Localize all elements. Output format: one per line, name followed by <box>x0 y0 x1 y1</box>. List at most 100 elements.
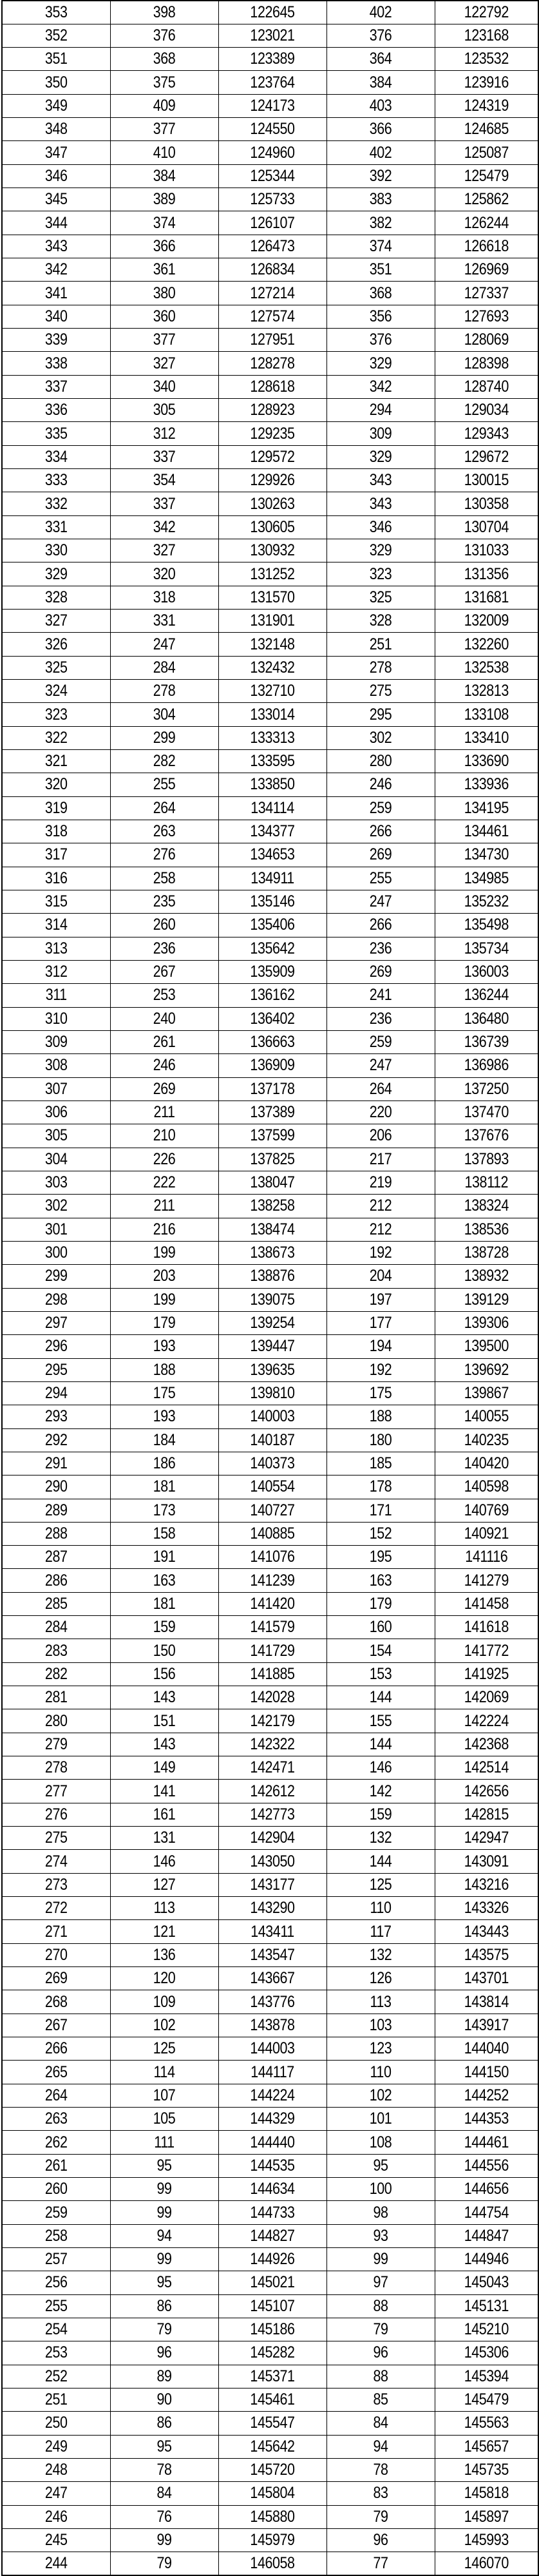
table-cell-count_b: 144 <box>334 1732 428 1757</box>
table-cell-count_a: 282 <box>117 749 211 774</box>
table-cell-count_a: 95 <box>117 2153 211 2178</box>
table-cell-count_a: 163 <box>117 1568 211 1593</box>
table-cell-cumulative_b: 142069 <box>441 1686 532 1710</box>
table-cell-cumulative_b: 126244 <box>441 211 532 235</box>
table-cell-count_a: 141 <box>117 1779 211 1803</box>
table-cell-count_b: 342 <box>334 374 428 399</box>
table-cell-cumulative_b: 123916 <box>441 70 532 95</box>
table-cell-count_a: 114 <box>117 2060 211 2084</box>
table-cell-score: 277 <box>8 1779 103 1803</box>
table-cell-count_b: 236 <box>334 1006 428 1031</box>
table-cell-cumulative_a: 142028 <box>225 1686 319 1710</box>
table-cell-cumulative_a: 145979 <box>225 2528 319 2553</box>
table-cell-cumulative_a: 141420 <box>225 1591 319 1617</box>
table-cell-count_b: 266 <box>334 913 428 937</box>
table-cell-cumulative_b: 142815 <box>441 1802 532 1827</box>
table-cell-count_b: 219 <box>334 1170 428 1195</box>
table-cell-count_b: 96 <box>334 2528 428 2553</box>
table-cell-cumulative_b: 136480 <box>441 1006 532 1031</box>
table-cell-count_b: 177 <box>334 1311 428 1336</box>
table-row: 343 366 126473 374 126618 <box>2 234 538 259</box>
table-cell-cumulative_a: 145880 <box>225 2504 319 2529</box>
table-cell-score: 267 <box>8 2013 103 2038</box>
table-cell-count_b: 194 <box>334 1334 428 1359</box>
table-cell-score: 255 <box>8 2294 103 2318</box>
table-row: 247 84 145804 83 145818 <box>2 2481 538 2506</box>
table-row: 294 175 139810 175 139867 <box>2 1381 538 1406</box>
table-cell-cumulative_a: 141729 <box>225 1639 319 1663</box>
table-cell-count_a: 86 <box>117 2411 211 2436</box>
table-row: 309 261 136663 259 136739 <box>2 1030 538 1055</box>
table-cell-cumulative_b: 146070 <box>441 2552 532 2576</box>
table-cell-cumulative_a: 145461 <box>225 2387 319 2412</box>
table-cell-count_b: 77 <box>334 2552 428 2576</box>
table-cell-count_b: 98 <box>334 2200 428 2225</box>
table-cell-cumulative_b: 145210 <box>441 2317 532 2342</box>
table-cell-cumulative_a: 140003 <box>225 1405 319 1429</box>
table-cell-score: 328 <box>8 585 103 610</box>
table-cell-score: 334 <box>8 445 103 470</box>
table-cell-count_b: 236 <box>334 936 428 961</box>
table-cell-cumulative_b: 125479 <box>441 164 532 189</box>
table-row: 300 199 138673 192 138728 <box>2 1240 538 1265</box>
table-cell-score: 315 <box>8 889 103 914</box>
table-cell-count_b: 376 <box>334 23 428 48</box>
table-cell-count_a: 193 <box>117 1405 211 1429</box>
table-cell-cumulative_a: 126834 <box>225 258 319 282</box>
table-row: 305 210 137599 206 137676 <box>2 1124 538 1148</box>
table-cell-cumulative_a: 137178 <box>225 1077 319 1101</box>
table-cell-count_b: 217 <box>334 1147 428 1171</box>
table-row: 276 161 142773 159 142815 <box>2 1802 538 1827</box>
table-cell-count_b: 383 <box>334 187 428 212</box>
table-cell-score: 300 <box>8 1240 103 1265</box>
table-cell-score: 247 <box>8 2481 103 2506</box>
table-cell-count_a: 173 <box>117 1498 211 1523</box>
table-cell-count_b: 171 <box>334 1498 428 1523</box>
table-cell-score: 263 <box>8 2107 103 2131</box>
table-row: 330 327 130932 329 131033 <box>2 539 538 563</box>
table-row: 261 95 144535 95 144556 <box>2 2153 538 2178</box>
table-row: 335 312 129235 309 129343 <box>2 421 538 446</box>
table-cell-count_a: 84 <box>117 2481 211 2506</box>
table-cell-score: 340 <box>8 304 103 329</box>
table-cell-count_b: 329 <box>334 351 428 376</box>
table-cell-count_b: 351 <box>334 258 428 282</box>
table-row: 353 398 122645 402 122792 <box>2 0 538 24</box>
table-cell-count_b: 275 <box>334 679 428 704</box>
table-row: 244 79 146058 77 146070 <box>2 2552 538 2576</box>
table-row: 288 158 140885 152 140921 <box>2 1521 538 1546</box>
table-cell-count_a: 327 <box>117 539 211 563</box>
table-row: 273 127 143177 125 143216 <box>2 1872 538 1898</box>
table-row: 311 253 136162 241 136244 <box>2 983 538 1008</box>
table-cell-cumulative_b: 141925 <box>441 1662 532 1687</box>
table-cell-score: 244 <box>8 2552 103 2576</box>
table-cell-count_a: 216 <box>117 1217 211 1242</box>
table-cell-count_a: 342 <box>117 515 211 540</box>
table-cell-count_a: 340 <box>117 374 211 399</box>
table-cell-cumulative_a: 130263 <box>225 492 319 516</box>
table-cell-score: 246 <box>8 2504 103 2529</box>
table-cell-cumulative_b: 135498 <box>441 913 532 937</box>
table-cell-cumulative_b: 132813 <box>441 679 532 704</box>
table-cell-cumulative_b: 134985 <box>441 866 532 890</box>
table-cell-cumulative_a: 131901 <box>225 609 319 633</box>
table-cell-cumulative_a: 129235 <box>225 421 319 446</box>
table-cell-cumulative_b: 140598 <box>441 1475 532 1499</box>
table-cell-count_a: 240 <box>117 1006 211 1031</box>
table-cell-score: 299 <box>8 1264 103 1289</box>
table-row: 308 246 136909 247 136986 <box>2 1053 538 1078</box>
table-cell-score: 347 <box>8 140 103 165</box>
table-cell-count_a: 320 <box>117 562 211 586</box>
table-cell-cumulative_b: 126618 <box>441 234 532 259</box>
table-row: 257 99 144926 99 144946 <box>2 2247 538 2272</box>
table-cell-count_b: 113 <box>334 1990 428 2014</box>
table-cell-cumulative_b: 130358 <box>441 492 532 516</box>
table-row: 272 113 143290 110 143326 <box>2 1896 538 1921</box>
table-row: 323 304 133014 295 133108 <box>2 702 538 727</box>
table-cell-count_a: 105 <box>117 2107 211 2131</box>
table-cell-count_b: 85 <box>334 2387 428 2412</box>
table-cell-count_a: 181 <box>117 1591 211 1617</box>
table-cell-count_a: 99 <box>117 2528 211 2553</box>
table-cell-score: 344 <box>8 211 103 235</box>
table-cell-count_a: 380 <box>117 281 211 305</box>
